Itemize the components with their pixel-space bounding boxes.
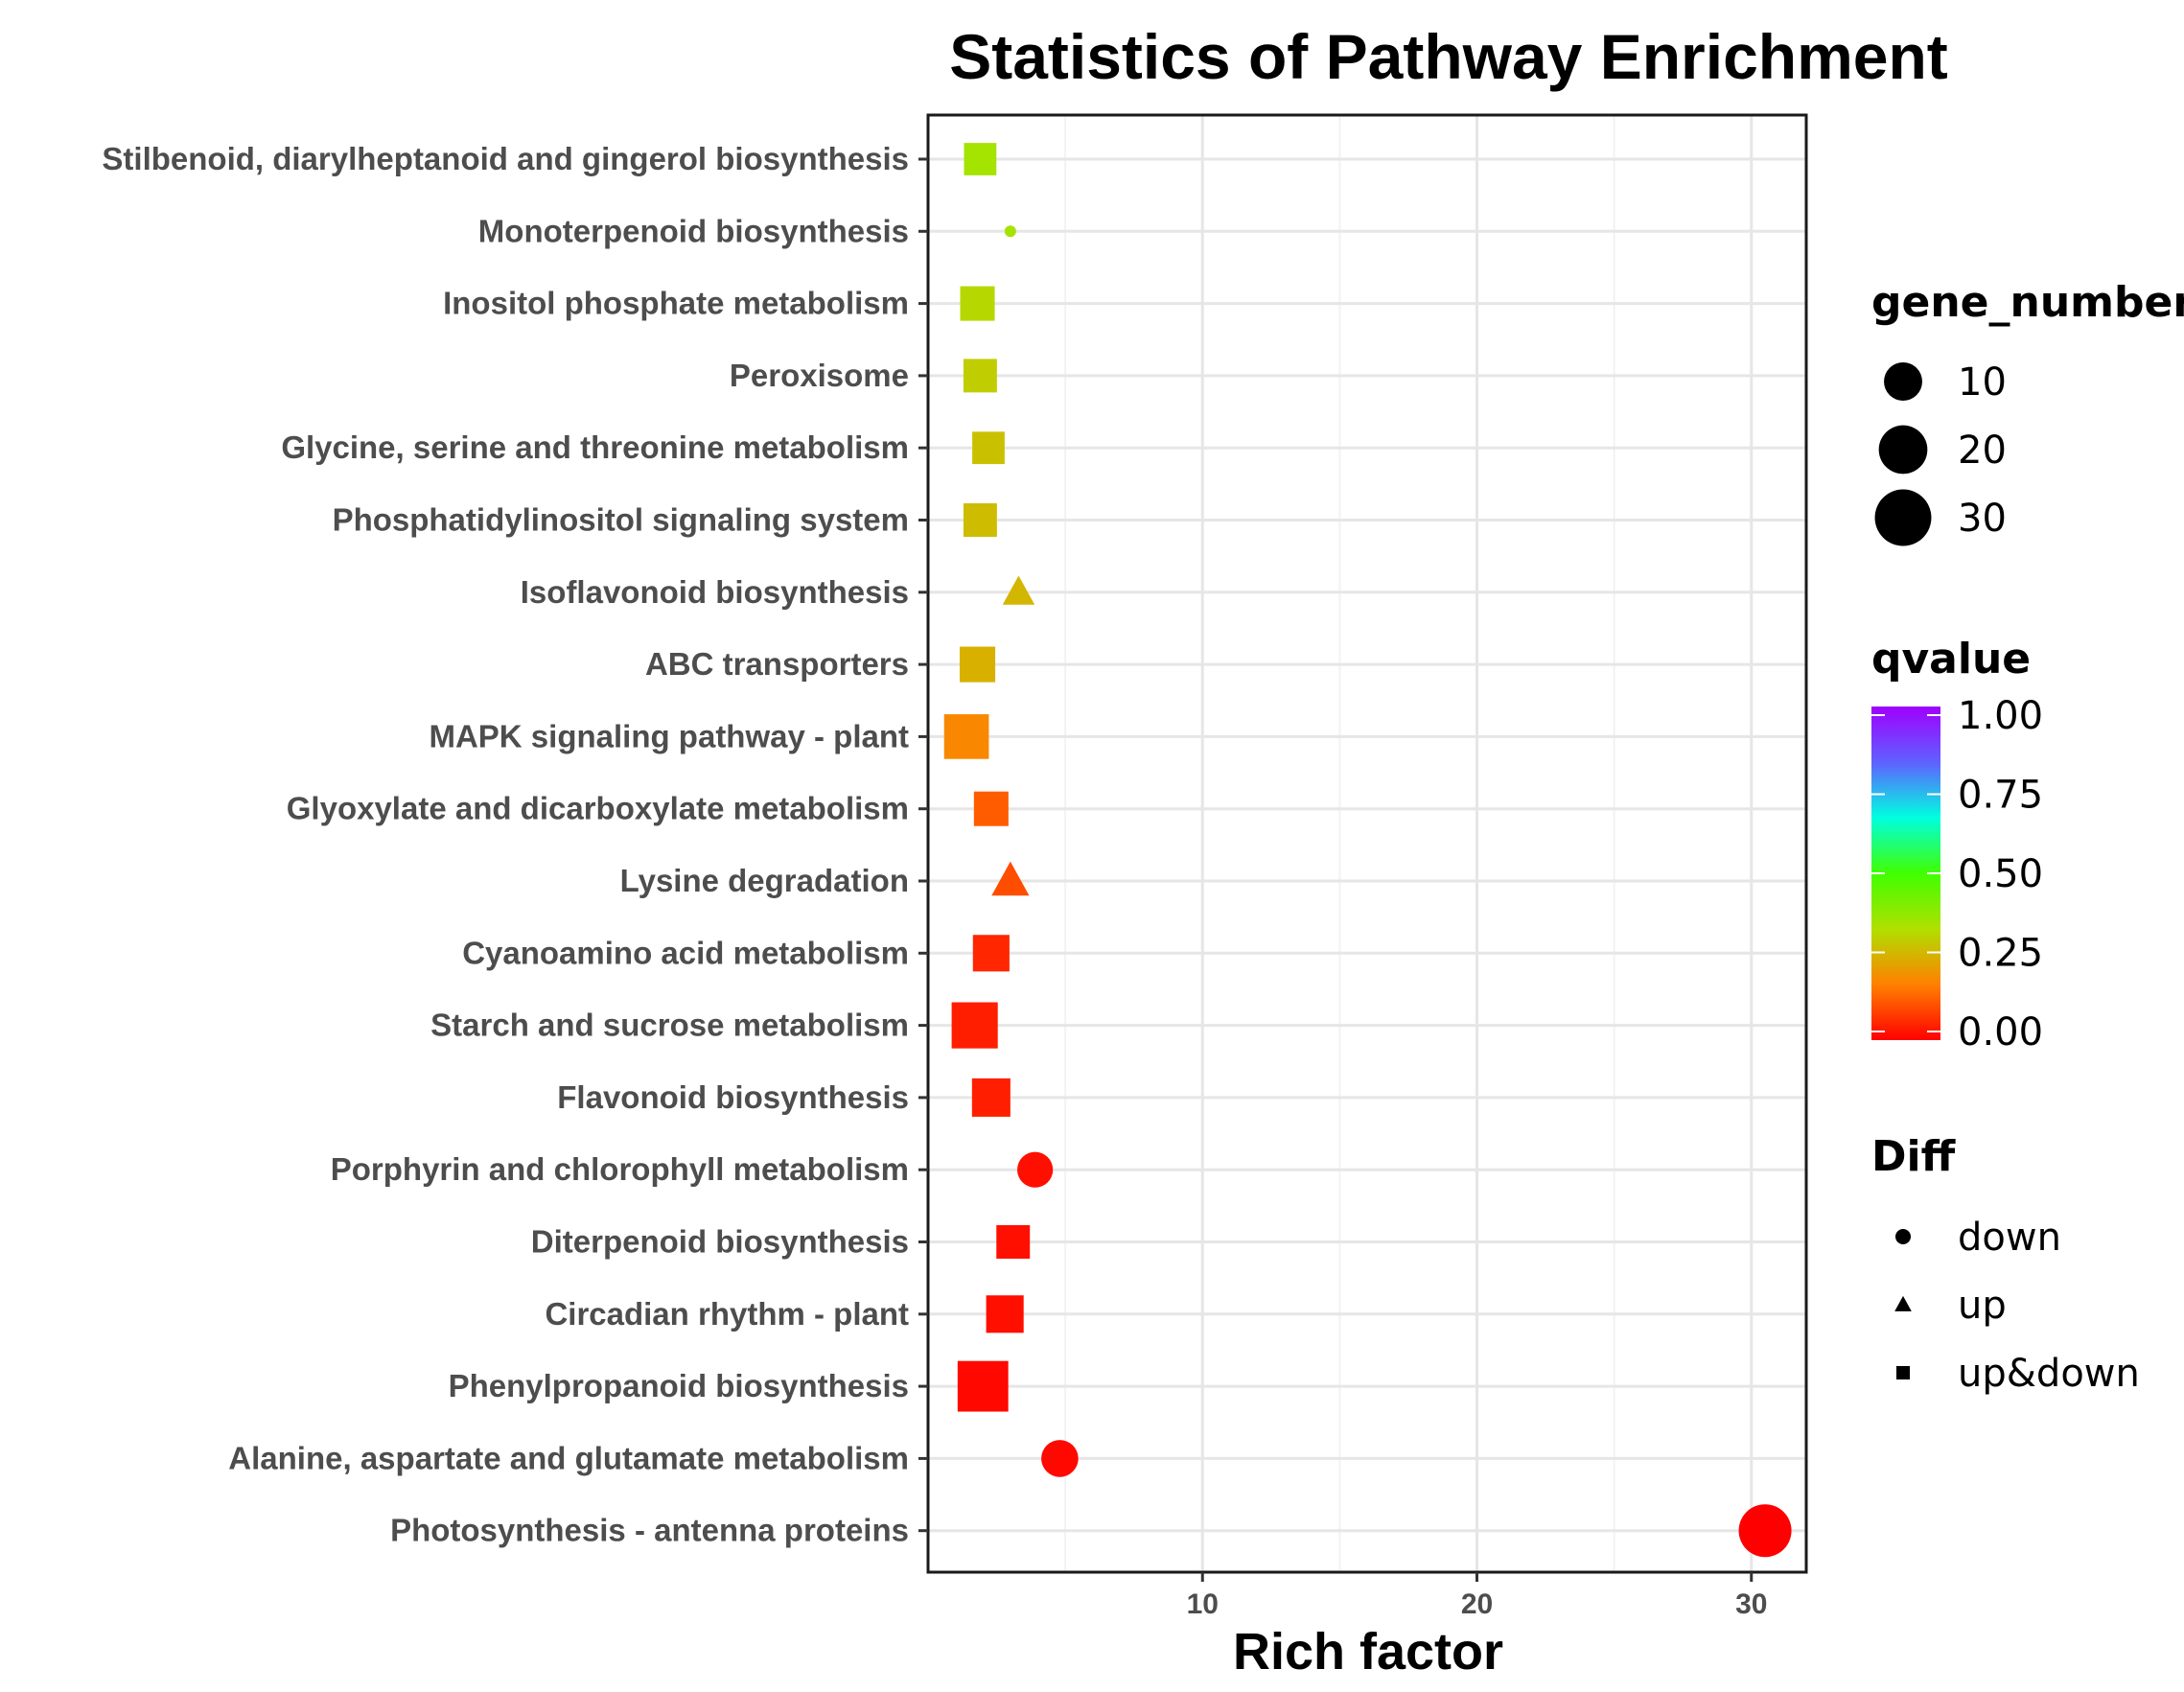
data-point bbox=[1738, 1504, 1792, 1558]
legend-shape-key bbox=[1894, 1295, 1912, 1311]
y-tick-label: Glyoxylate and dicarboxylate metabolism bbox=[287, 791, 909, 826]
legend-shape-key bbox=[1896, 1366, 1910, 1379]
y-tick-label: Isoflavonoid biosynthesis bbox=[521, 574, 909, 610]
legend-shape-key bbox=[1895, 1229, 1911, 1244]
colorbar-label: 0.00 bbox=[1958, 1010, 2043, 1055]
y-axis-labels: Stilbenoid, diarylheptanoid and gingerol… bbox=[102, 141, 928, 1548]
colorbar-label: 1.00 bbox=[1958, 694, 2043, 738]
y-tick-label: Circadian rhythm - plant bbox=[545, 1296, 909, 1332]
chart-title: Statistics of Pathway Enrichment bbox=[949, 21, 1948, 92]
y-tick-label: Glycine, serine and threonine metabolism bbox=[281, 429, 909, 465]
data-point bbox=[991, 861, 1030, 896]
legend-size-key bbox=[1878, 425, 1928, 475]
data-point bbox=[963, 503, 997, 537]
legend-gene-number: gene_number 10 20 30 bbox=[1871, 278, 2184, 546]
y-tick-label: Inositol phosphate metabolism bbox=[443, 286, 909, 321]
x-tick-label: 20 bbox=[1461, 1588, 1493, 1620]
legend-color-title: qvalue bbox=[1871, 635, 2031, 684]
data-point bbox=[963, 359, 997, 393]
data-point bbox=[943, 714, 989, 759]
y-tick-label: Photosynthesis - antenna proteins bbox=[390, 1513, 909, 1548]
data-point bbox=[959, 646, 996, 683]
x-axis: 10 20 30 bbox=[1187, 1572, 1767, 1620]
data-point bbox=[1017, 1151, 1054, 1188]
x-axis-title: Rich factor bbox=[1233, 1623, 1503, 1680]
y-tick-label: Lysine degradation bbox=[620, 863, 909, 898]
data-point bbox=[960, 286, 995, 321]
y-tick-label: Peroxisome bbox=[730, 358, 909, 393]
legend-shape-label: up&down bbox=[1958, 1352, 2140, 1396]
legend-shape-label: up bbox=[1958, 1284, 2007, 1328]
y-tick-label: Starch and sucrose metabolism bbox=[430, 1008, 909, 1043]
data-point bbox=[1004, 225, 1016, 238]
data-point bbox=[986, 1295, 1024, 1333]
y-tick-label: MAPK signaling pathway - plant bbox=[429, 718, 909, 753]
data-point bbox=[973, 791, 1009, 826]
legend-shape-label: down bbox=[1958, 1216, 2061, 1260]
y-tick-label: ABC transporters bbox=[645, 646, 909, 682]
x-tick-label: 10 bbox=[1187, 1588, 1219, 1620]
x-tick-label: 30 bbox=[1735, 1588, 1767, 1620]
legend-qvalue: qvalue 1.00 0.75 0.50 0.25 0.00 bbox=[1871, 635, 2043, 1055]
data-point bbox=[957, 1360, 1009, 1412]
legend-size-key bbox=[1874, 489, 1932, 546]
y-tick-label: Alanine, aspartate and glutamate metabol… bbox=[228, 1440, 909, 1475]
colorbar-label: 0.75 bbox=[1958, 774, 2043, 818]
data-point bbox=[964, 143, 997, 175]
data-points bbox=[943, 143, 1792, 1558]
data-point bbox=[972, 431, 1005, 465]
y-tick-label: Diterpenoid biosynthesis bbox=[531, 1224, 909, 1260]
colorbar-label: 0.25 bbox=[1958, 932, 2043, 976]
legend-size-key bbox=[1884, 362, 1922, 401]
y-tick-label: Cyanoamino acid metabolism bbox=[462, 935, 909, 970]
y-tick-label: Phenylpropanoid biosynthesis bbox=[449, 1368, 909, 1403]
data-point bbox=[1041, 1440, 1079, 1477]
legend-size-title: gene_number bbox=[1871, 278, 2184, 327]
data-point bbox=[971, 1078, 1011, 1117]
y-tick-label: Monoterpenoid biosynthesis bbox=[478, 213, 909, 248]
data-point bbox=[996, 1225, 1031, 1259]
colorbar-label: 0.50 bbox=[1958, 852, 2043, 896]
legend-size-label: 20 bbox=[1958, 429, 2007, 473]
y-tick-label: Flavonoid biosynthesis bbox=[557, 1079, 909, 1115]
data-point bbox=[1002, 575, 1035, 605]
plot-panel bbox=[926, 113, 1808, 1574]
legend-size-label: 10 bbox=[1958, 360, 2007, 405]
data-point bbox=[951, 1002, 998, 1049]
legend-size-label: 30 bbox=[1958, 497, 2007, 541]
data-point bbox=[972, 935, 1010, 972]
panel-border bbox=[926, 113, 1808, 1574]
y-tick-label: Phosphatidylinositol signaling system bbox=[333, 502, 909, 538]
y-tick-label: Porphyrin and chlorophyll metabolism bbox=[331, 1151, 909, 1187]
legend-shape-title: Diff bbox=[1871, 1132, 1957, 1181]
y-tick-label: Stilbenoid, diarylheptanoid and gingerol… bbox=[102, 141, 909, 176]
